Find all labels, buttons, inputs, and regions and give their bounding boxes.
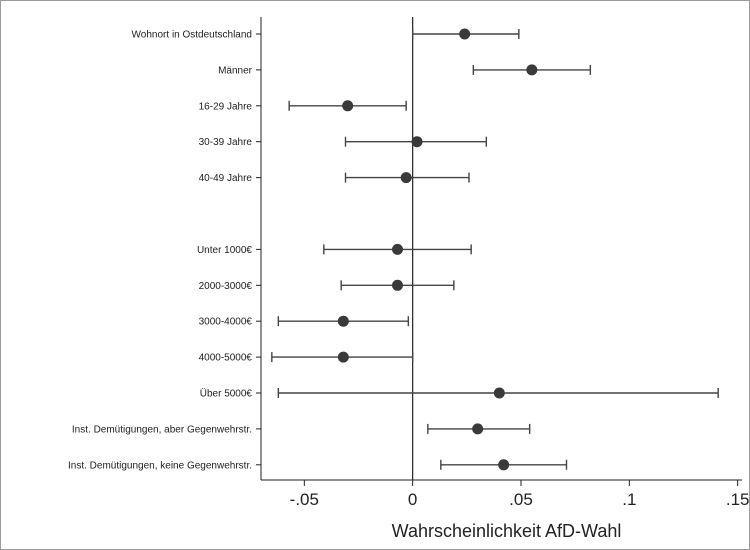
category-label: 16-29 Jahre [199,101,253,112]
x-tick-label: .1 [622,490,636,509]
x-tick-label: -.05 [290,490,319,509]
ci-row [440,459,568,471]
category-label: Wohnort in Ostdeutschland [132,30,252,41]
point-estimate-marker [392,279,403,291]
ci-row [323,243,472,255]
category-label: 3000-4000€ [199,317,253,328]
ci-row [340,279,455,291]
category-label: Inst. Demütigungen, aber Gegenwehrstr. [72,424,252,435]
point-estimate-marker [342,100,354,112]
point-estimate-marker [411,136,423,148]
ci-row [344,172,470,184]
ci-row [277,315,410,327]
x-tick-label: .15 [726,490,750,509]
ci-row [277,387,719,399]
point-estimate-marker [337,315,349,327]
point-estimate-marker [459,28,471,40]
point-estimate-marker [526,64,538,76]
point-estimate-marker [472,423,484,435]
ci-row [288,100,407,112]
x-tick-label: .05 [509,490,533,509]
ci-row [427,423,531,435]
point-estimate-marker [392,243,403,255]
point-estimate-marker [498,459,510,471]
point-estimate-marker [337,351,349,363]
category-label: 30-39 Jahre [199,137,253,148]
point-estimate-marker [400,172,412,184]
ci-row [411,28,520,40]
ci-row [472,64,592,76]
category-label: Inst. Demütigungen, keine Gegenwehrstr. [68,460,252,471]
ci-row [271,351,414,363]
category-label: 2000-3000€ [199,281,253,292]
category-label: 4000-5000€ [199,353,253,364]
category-label: Über 5000€ [200,388,253,400]
ci-row [344,136,488,148]
x-axis-title: Wahrscheinlichkeit AfD-Wahl [392,521,622,541]
category-label: Männer [218,65,253,76]
x-tick-label: 0 [408,490,417,509]
category-label: 40-49 Jahre [199,173,253,184]
category-label: Unter 1000€ [197,245,252,256]
point-estimate-marker [493,387,505,399]
